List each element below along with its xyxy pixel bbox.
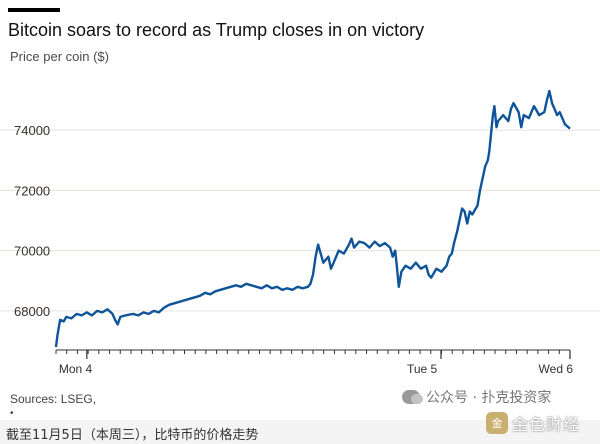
footer-caption: 截至11月5日（本周三），比特币的价格走势 xyxy=(6,428,259,443)
header-rule xyxy=(8,8,60,12)
brand-logo: 金 金色财经 xyxy=(486,411,580,435)
watermark: 公众号 · 扑克投资家 xyxy=(402,387,551,407)
chart-title: Bitcoin soars to record as Trump closes … xyxy=(8,20,425,40)
y-tick-label: 68000 xyxy=(14,304,50,319)
logo-text: 金色财经 xyxy=(512,415,581,434)
source-bullet: • xyxy=(10,408,14,419)
logo-icon: 金 xyxy=(486,412,508,434)
x-tick-label: Wed 6 xyxy=(539,362,574,376)
y-tick-label: 70000 xyxy=(14,244,50,259)
price-line-chart: 68000 70000 72000 74000 Mon 4 Tue 5 Wed 6 xyxy=(0,89,600,376)
source-note: Sources: LSEG, xyxy=(10,392,97,406)
x-tick-label: Mon 4 xyxy=(59,362,93,376)
chart-subtitle: Price per coin ($) xyxy=(10,49,109,64)
y-tick-label: 74000 xyxy=(14,123,50,138)
x-tick-label: Tue 5 xyxy=(407,362,438,376)
y-tick-label: 72000 xyxy=(14,183,50,198)
watermark-text: 公众号 · 扑克投资家 xyxy=(426,390,552,406)
price-series-line xyxy=(54,89,571,348)
wechat-icon xyxy=(402,390,423,404)
